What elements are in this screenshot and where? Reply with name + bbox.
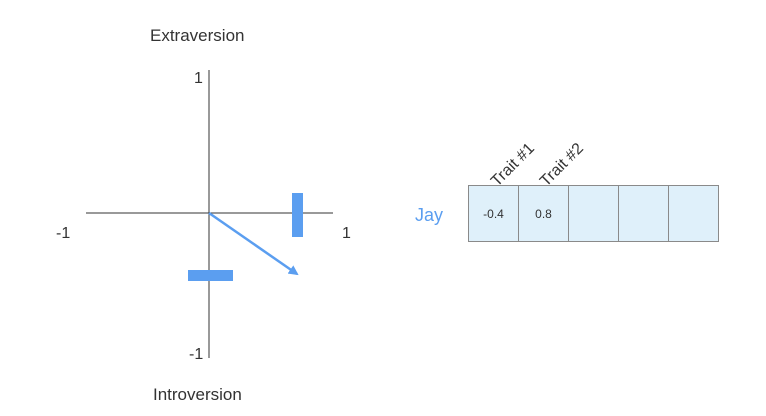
extraversion-label: Extraversion [150,26,245,45]
personality-vector-row: -0.4 0.8 [468,185,719,242]
vector-cell: -0.4 [469,186,519,241]
vector-cell [619,186,669,241]
person-name-label: Jay [415,205,444,225]
trait2-value-marker [188,270,233,281]
vector-cell [569,186,619,241]
personality-vector-arrow [208,211,299,276]
x-axis-min-tick: -1 [56,225,71,242]
x-axis-max-tick: 1 [342,225,351,242]
vector-cell: 0.8 [519,186,569,241]
y-axis-max-tick: 1 [194,70,203,87]
y-axis-min-tick: -1 [189,346,204,363]
introversion-label: Introversion [153,385,242,404]
trait1-value-marker [292,193,303,237]
vector-cell [669,186,718,241]
